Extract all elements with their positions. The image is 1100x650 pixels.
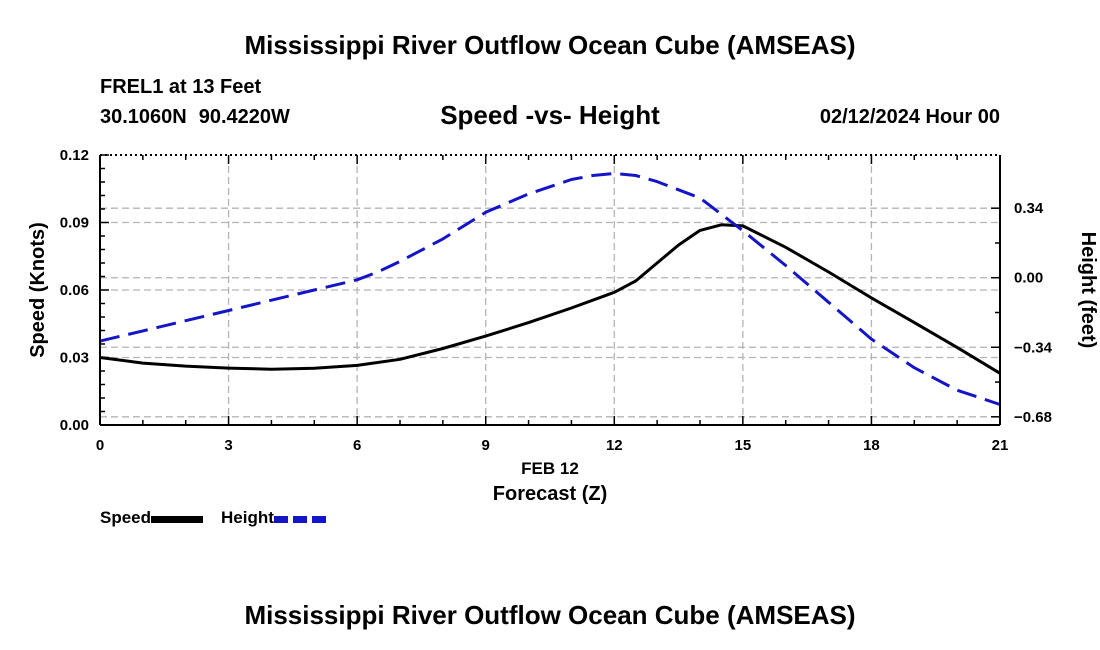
y2-tick-label: −0.34 [1014, 339, 1053, 356]
grid [100, 155, 1000, 425]
series-line-height [99, 171, 1001, 406]
forecast-datetime: 02/12/2024 Hour 00 [819, 106, 1000, 128]
x-tick-label: 6 [353, 437, 361, 454]
legend-speed-swatch [151, 515, 204, 523]
longitude: 90.4220W [198, 106, 290, 128]
station-coordinates: 30.1060N 90.4220W [100, 106, 290, 129]
y-tick-label: 0.03 [60, 350, 89, 367]
legend-speed-label: Speed [100, 508, 152, 527]
station-label: FREL1 at 13 Feet [100, 76, 262, 98]
x-tick-label: 18 [863, 437, 880, 454]
legend-item-height: Height [221, 508, 326, 528]
x-tick-label: 12 [606, 437, 623, 454]
main-title: Mississippi River Outflow Ocean Cube (AM… [244, 30, 856, 60]
y2-tick-label: 0.34 [1014, 200, 1044, 217]
y2-axis-label: Height (feet) [1077, 232, 1099, 349]
legend-item-speed: Speed [100, 508, 204, 528]
y-tick-label: 0.12 [60, 147, 89, 164]
x-axis-label: Forecast (Z) [493, 483, 607, 505]
x-tick-label: 3 [224, 437, 232, 454]
x-axis-date-label: FEB 12 [521, 459, 579, 478]
latitude: 30.1060N [100, 106, 187, 128]
legend-height-swatch [273, 515, 326, 523]
y2-tick-label: −0.68 [1014, 409, 1052, 426]
legend-height-label: Height [221, 508, 274, 527]
y-tick-label: 0.00 [60, 417, 89, 434]
axis-ticks: 0 3 6 9 12 15 18 21 0.00 0.03 0.06 0.09 0.12 −0.68 −0.… [60, 147, 1053, 454]
y-tick-label: 0.09 [60, 215, 89, 232]
chart-subtitle: Speed -vs- Height [440, 100, 660, 130]
x-tick-label: 9 [482, 437, 490, 454]
y-axis-label: Speed (Knots) [27, 222, 49, 358]
x-tick-label: 15 [735, 437, 752, 454]
y2-tick-label: 0.00 [1014, 270, 1043, 287]
legend: Speed Height [100, 508, 344, 528]
series-line-speed [99, 223, 1001, 375]
x-tick-label: 21 [992, 437, 1009, 454]
x-tick-label: 0 [96, 437, 104, 454]
series-lines [99, 171, 1001, 406]
footer-title: Mississippi River Outflow Ocean Cube (AM… [244, 600, 856, 630]
plot-frame [99, 154, 1001, 426]
y-tick-label: 0.06 [60, 282, 89, 299]
